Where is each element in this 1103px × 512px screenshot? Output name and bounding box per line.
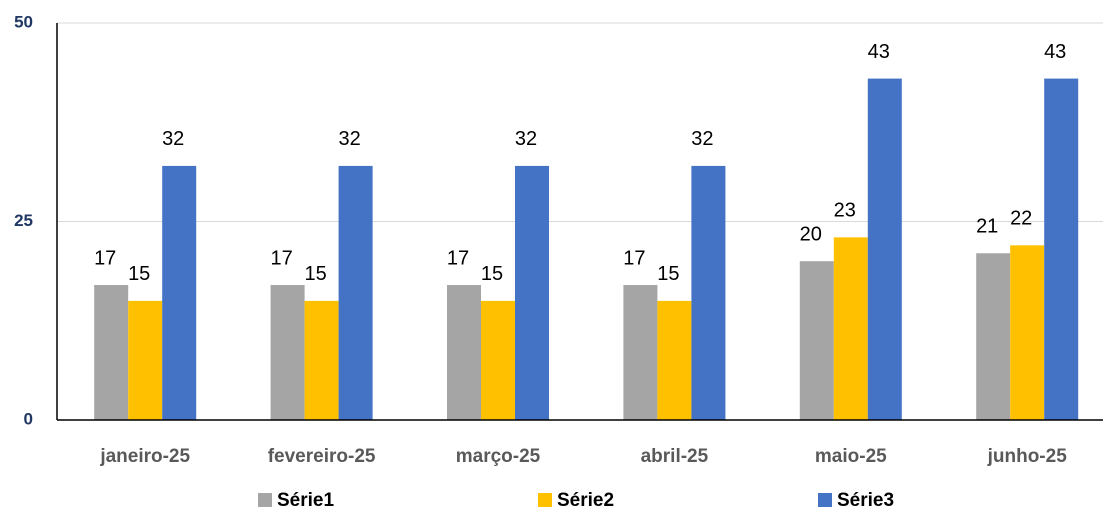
data-label: 43 (868, 41, 890, 63)
bar (976, 253, 1011, 420)
legend-swatch (818, 493, 832, 507)
bar (691, 165, 726, 420)
bar (304, 300, 339, 420)
data-label: 15 (128, 263, 150, 285)
bar (338, 165, 373, 420)
y-tick-label: 25 (14, 211, 33, 230)
bar (1010, 245, 1045, 420)
bar (447, 285, 481, 420)
data-label: 20 (800, 223, 822, 245)
x-tick-label: maio-25 (815, 446, 887, 467)
bar (799, 261, 834, 420)
data-label: 43 (1044, 41, 1066, 63)
x-tick-label: março-25 (456, 446, 541, 467)
x-tick-label: fevereiro-25 (268, 446, 376, 467)
legend-swatch (258, 493, 272, 507)
bar (623, 285, 658, 420)
x-tick-label: junho-25 (987, 446, 1068, 467)
data-label: 21 (976, 216, 998, 238)
y-tick-label: 0 (24, 409, 33, 428)
data-label: 32 (338, 128, 360, 150)
bar (1044, 78, 1079, 420)
legend-label: Série2 (557, 490, 614, 511)
legend-label: Série1 (277, 490, 334, 511)
data-label: 17 (94, 247, 116, 269)
y-tick-label: 50 (14, 12, 33, 31)
bar (162, 165, 197, 420)
data-label: 17 (447, 247, 469, 269)
legend-label: Série3 (837, 490, 894, 511)
bar (833, 237, 868, 420)
data-label: 32 (691, 128, 713, 150)
data-label: 22 (1010, 208, 1032, 230)
x-tick-label: janeiro-25 (99, 446, 190, 467)
bar (94, 285, 129, 420)
data-label: 15 (304, 263, 326, 285)
bar (867, 78, 902, 420)
legend-swatch (538, 493, 552, 507)
bar (515, 165, 549, 420)
bar (270, 285, 305, 420)
data-label: 23 (834, 200, 856, 222)
data-label: 15 (657, 263, 679, 285)
x-tick-label: abril-25 (641, 446, 709, 467)
data-label: 17 (623, 247, 645, 269)
data-label: 17 (270, 247, 292, 269)
data-label: 32 (515, 128, 537, 150)
bar (481, 300, 515, 420)
data-label: 15 (481, 263, 503, 285)
data-label: 32 (162, 128, 184, 150)
bar (657, 300, 692, 420)
bar (128, 300, 163, 420)
